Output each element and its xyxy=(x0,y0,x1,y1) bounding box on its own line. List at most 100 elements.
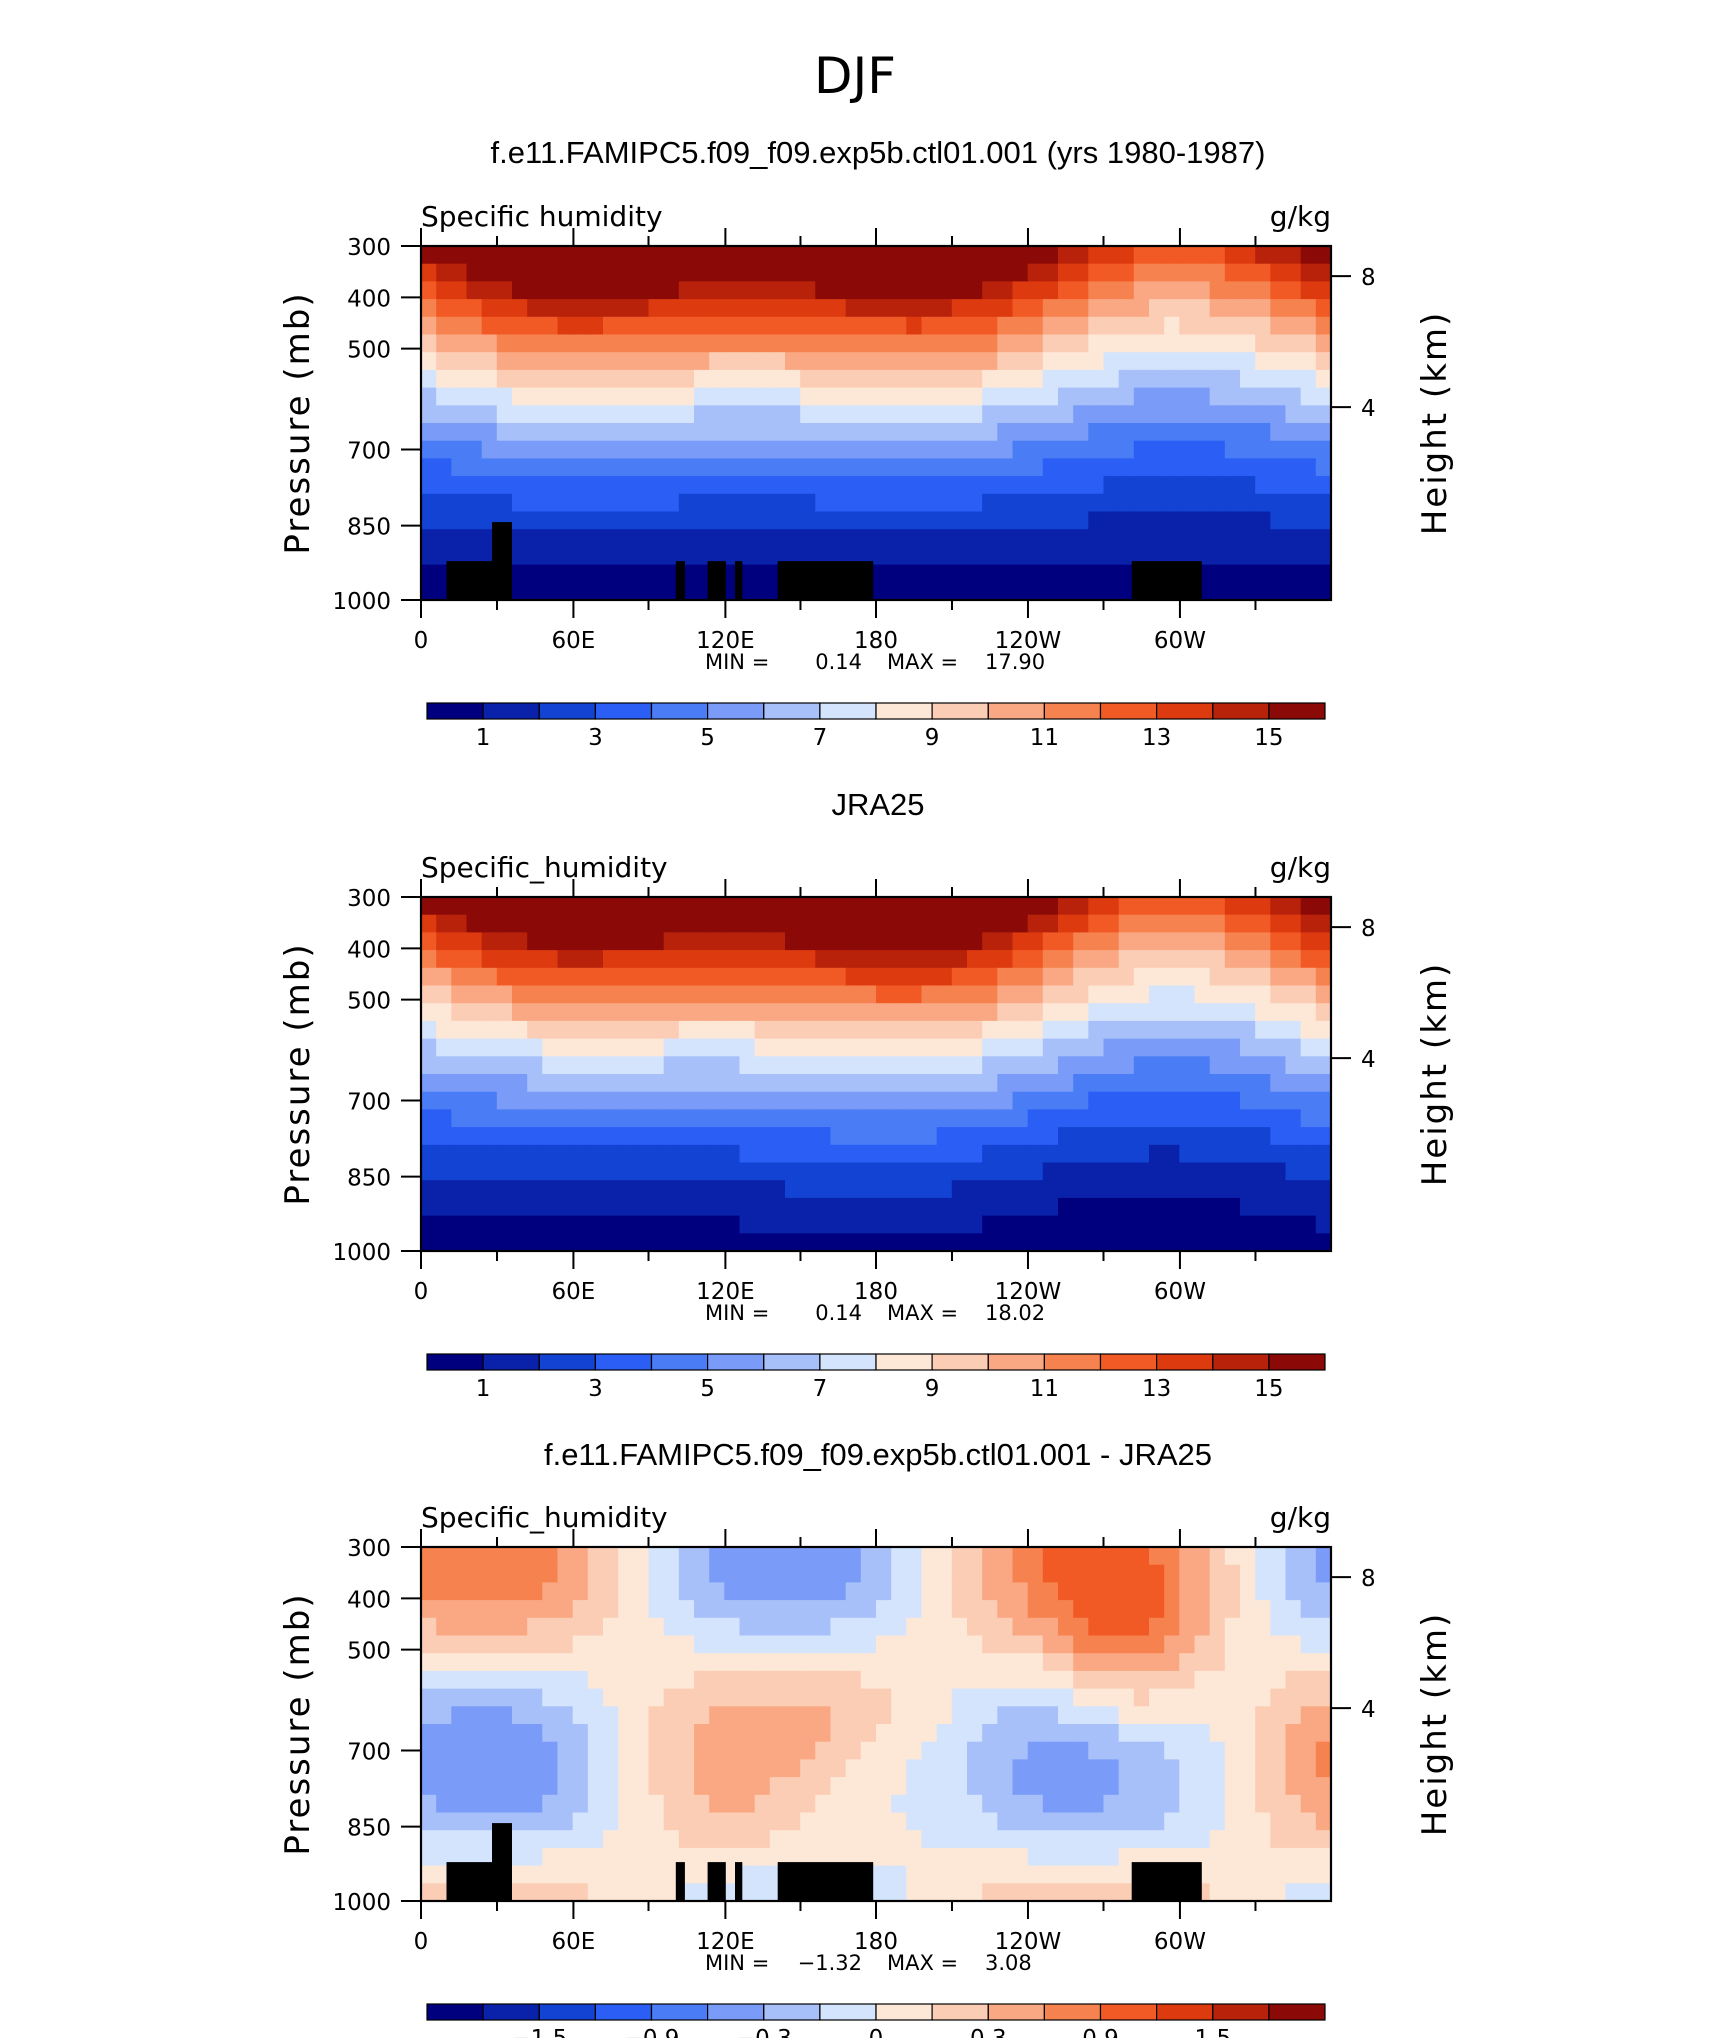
field-cell xyxy=(906,458,923,477)
field-cell xyxy=(451,405,468,424)
field-cell xyxy=(466,546,483,566)
field-cell xyxy=(1300,582,1317,601)
field-cell xyxy=(451,1830,468,1849)
field-cell xyxy=(860,1180,877,1199)
field-cell xyxy=(785,334,801,353)
field-cell xyxy=(936,1564,953,1583)
field-cell xyxy=(1073,897,1089,916)
field-cell xyxy=(754,1706,771,1725)
field-cell xyxy=(1194,1794,1211,1814)
field-cell xyxy=(1042,493,1059,513)
field-cell xyxy=(1133,1600,1150,1619)
field-cell xyxy=(1300,511,1317,530)
field-cell xyxy=(830,1091,847,1110)
field-cell xyxy=(785,1180,801,1199)
field-cell xyxy=(769,440,786,459)
field-cell xyxy=(891,1741,907,1760)
field-cell xyxy=(1194,1127,1211,1146)
field-cell xyxy=(1224,1847,1241,1867)
field-cell xyxy=(1088,546,1105,566)
field-cell xyxy=(951,1777,968,1796)
field-cell xyxy=(1270,1653,1287,1672)
field-cell xyxy=(527,334,543,353)
field-cell xyxy=(921,1074,938,1093)
field-cell xyxy=(785,493,801,513)
field-cell xyxy=(951,1564,968,1583)
field-cell xyxy=(1149,1582,1165,1601)
field-cell xyxy=(876,1741,892,1760)
field-cell xyxy=(785,1162,801,1181)
field-cell xyxy=(663,1670,680,1690)
field-cell xyxy=(724,1777,741,1796)
field-cell xyxy=(769,1180,786,1199)
variable-label: Specific humidity xyxy=(421,200,663,233)
field-cell xyxy=(694,1759,710,1778)
field-cell xyxy=(1103,1582,1120,1601)
field-cell xyxy=(1027,1582,1044,1601)
field-cell xyxy=(1315,369,1332,389)
field-cell xyxy=(1255,423,1271,442)
field-cell xyxy=(709,1688,725,1707)
field-cell xyxy=(1315,316,1332,336)
field-cell xyxy=(709,1617,725,1637)
field-cell xyxy=(557,1109,574,1128)
field-cell xyxy=(1209,263,1226,282)
field-cell xyxy=(1118,1865,1135,1884)
field-cell xyxy=(800,967,816,987)
field-cell xyxy=(1224,1091,1241,1110)
field-cell xyxy=(1179,511,1196,530)
field-cell xyxy=(800,334,816,353)
field-cell xyxy=(1240,1724,1256,1743)
field-cell xyxy=(876,263,892,282)
field-cell xyxy=(678,281,695,300)
field-cell xyxy=(1240,352,1256,371)
field-cell xyxy=(830,1564,847,1583)
field-cell xyxy=(1164,1003,1180,1022)
field-cell xyxy=(542,246,559,265)
field-cell xyxy=(678,1759,695,1778)
field-cell xyxy=(618,1564,634,1583)
field-cell xyxy=(451,1564,468,1583)
field-cell xyxy=(951,1091,968,1110)
field-cell xyxy=(1042,387,1059,406)
field-cell xyxy=(694,1074,710,1093)
field-cell xyxy=(1179,1233,1196,1252)
field-cell xyxy=(906,369,923,389)
field-cell xyxy=(830,263,847,282)
field-cell xyxy=(1149,1706,1165,1725)
field-cell xyxy=(921,914,938,933)
field-cell xyxy=(754,529,771,548)
field-cell xyxy=(557,1564,574,1583)
field-cell xyxy=(421,263,437,282)
field-cell xyxy=(1179,1653,1196,1672)
field-cell xyxy=(466,1794,483,1814)
field-cell xyxy=(1255,1847,1271,1867)
field-cell xyxy=(754,369,771,389)
colorbar-label: 3 xyxy=(588,1376,603,1402)
field-cell xyxy=(967,1003,983,1022)
field-cell xyxy=(1300,246,1317,265)
field-cell xyxy=(1012,1074,1029,1093)
field-cell xyxy=(815,1759,832,1778)
field-cell xyxy=(815,405,832,424)
field-cell xyxy=(633,546,650,566)
field-cell xyxy=(876,1582,892,1601)
field-cell xyxy=(542,914,559,933)
field-cell xyxy=(982,1653,998,1672)
field-cell xyxy=(936,582,953,601)
field-cell xyxy=(1118,1162,1135,1181)
field-cell xyxy=(982,1812,998,1831)
field-cell xyxy=(1058,423,1074,442)
y-tick-label: 700 xyxy=(347,439,391,465)
field-cell xyxy=(421,1741,437,1760)
field-cell xyxy=(1164,458,1180,477)
field-cell xyxy=(769,1564,786,1583)
field-cell xyxy=(1179,1812,1196,1831)
field-cell xyxy=(603,369,619,389)
field-cell xyxy=(845,334,862,353)
field-cell xyxy=(921,932,938,951)
colorbar-label: 11 xyxy=(1030,725,1059,751)
field-cell xyxy=(1179,1109,1196,1128)
field-cell xyxy=(603,1056,619,1075)
field-cell xyxy=(1133,1847,1150,1867)
